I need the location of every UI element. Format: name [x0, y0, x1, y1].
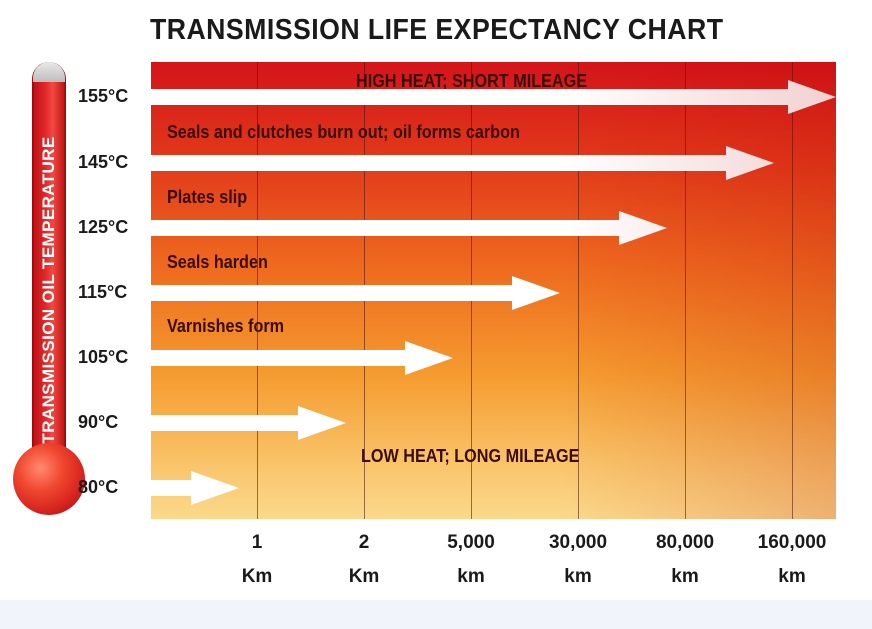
x-tick-unit: km — [671, 566, 699, 587]
mileage-arrow — [151, 80, 836, 114]
mileage-arrow — [151, 471, 239, 505]
x-tick-label: 1 Km — [202, 526, 312, 594]
x-tick-label: 80,000 km — [630, 526, 740, 594]
y-axis-label: TRANSMISSION OIL TEMPERATURE — [39, 136, 58, 444]
temperature-label: 80°C — [78, 477, 119, 497]
temperature-label: 125°C — [78, 217, 129, 237]
footer-strip — [0, 600, 872, 629]
x-tick-value: 30,000 — [548, 532, 608, 553]
x-tick-unit: km — [778, 566, 806, 587]
mileage-arrow — [151, 276, 560, 310]
gridline — [792, 62, 793, 519]
x-tick-value: 160,000 — [757, 532, 827, 553]
annotation-plates-slip: Plates slip — [167, 187, 248, 207]
thermometer-cap — [33, 62, 65, 82]
gridline — [578, 62, 579, 519]
plot-area: HIGH HEAT; SHORT MILEAGE Seals and clutc… — [151, 62, 836, 519]
mileage-arrow — [151, 211, 667, 245]
x-tick-value: 5,000 — [447, 532, 495, 553]
temperature-label: 115°C — [78, 282, 128, 302]
annotation-seals-clutches: Seals and clutches burn out; oil forms c… — [167, 122, 520, 142]
mileage-arrow — [151, 341, 453, 375]
x-tick-label: 2 Km — [309, 526, 419, 594]
x-tick-label: 30,000 km — [523, 526, 633, 594]
x-tick-unit: km — [564, 566, 592, 587]
temperature-label: 105°C — [78, 347, 129, 367]
x-tick-value: 80,000 — [655, 532, 715, 553]
gridline — [685, 62, 686, 519]
x-tick-unit: km — [457, 566, 485, 587]
annotation-seals-harden: Seals harden — [167, 252, 268, 272]
temperature-label: 155°C — [78, 86, 129, 106]
annotation-low-heat: LOW HEAT; LONG MILEAGE — [361, 446, 580, 466]
temperature-label: 145°C — [78, 152, 129, 172]
x-tick-value: 1 — [251, 532, 263, 553]
mileage-arrow — [151, 406, 346, 440]
mileage-arrow — [151, 146, 774, 180]
x-tick-unit: Km — [241, 566, 273, 587]
x-tick-label: 5,000 km — [416, 526, 526, 594]
thermometer-tube — [32, 62, 66, 457]
x-tick-value: 2 — [358, 532, 370, 553]
x-tick-label: 160,000 km — [737, 526, 847, 594]
chart-title: TRANSMISSION LIFE EXPECTANCY CHART — [149, 14, 724, 46]
thermometer-bulb — [13, 443, 85, 515]
temperature-label: 90°C — [78, 412, 119, 432]
x-tick-unit: Km — [348, 566, 380, 587]
annotation-varnishes: Varnishes form — [167, 316, 285, 336]
